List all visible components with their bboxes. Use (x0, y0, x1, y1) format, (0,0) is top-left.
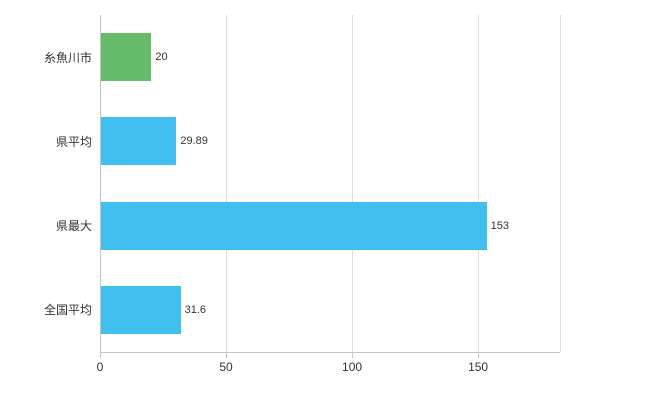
bar (101, 285, 181, 334)
x-tick-label: 100 (342, 360, 363, 374)
y-axis-label: 全国平均 (43, 303, 92, 318)
x-axis-tick (226, 352, 228, 358)
gridline (478, 15, 480, 352)
x-axis-tick (478, 352, 480, 358)
bar (101, 117, 177, 166)
x-tick-label: 50 (219, 360, 233, 374)
gridline (226, 15, 228, 352)
x-axis-tick (100, 352, 101, 358)
value-label: 20 (155, 51, 168, 64)
y-axis-line (100, 15, 101, 352)
x-axis-tick (352, 352, 354, 358)
y-axis-label: 県最大 (55, 219, 92, 234)
x-tick-label: 0 (96, 360, 104, 374)
gridline (352, 15, 354, 352)
y-axis-label: 県平均 (55, 134, 92, 149)
x-tick-label: 150 (468, 360, 489, 374)
bar (101, 201, 487, 250)
y-axis-label: 糸魚川市 (43, 50, 92, 65)
value-label: 29.89 (180, 135, 208, 148)
gridline (560, 15, 561, 352)
value-label: 153 (490, 219, 509, 232)
value-label: 31.6 (184, 303, 207, 316)
x-axis-line (100, 352, 560, 353)
bar (101, 33, 152, 82)
